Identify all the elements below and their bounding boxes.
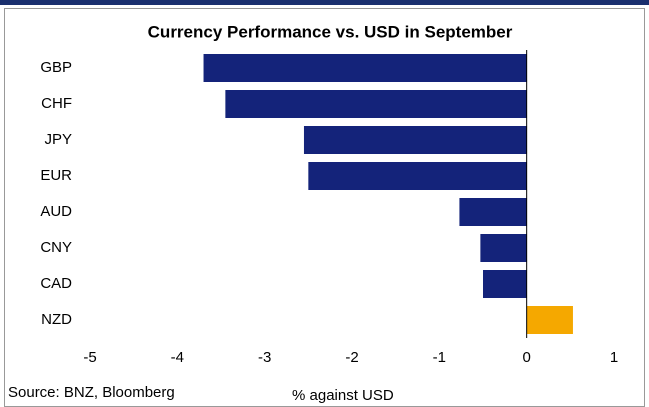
y-tick-label: CHF xyxy=(41,95,72,112)
bar xyxy=(526,306,573,334)
top-band xyxy=(0,0,649,5)
chart-title: Currency Performance vs. USD in Septembe… xyxy=(148,22,513,41)
x-tick-label: -5 xyxy=(83,349,96,366)
bar xyxy=(480,234,527,262)
y-tick-label: EUR xyxy=(40,167,72,184)
x-tick-label: -1 xyxy=(433,349,446,366)
bar xyxy=(308,162,527,190)
y-tick-label: JPY xyxy=(44,131,72,148)
bar xyxy=(303,126,527,154)
y-tick-label: CAD xyxy=(40,275,72,292)
y-tick-label: NZD xyxy=(41,311,72,328)
bar xyxy=(483,270,527,298)
x-tick-label: -3 xyxy=(258,349,271,366)
x-tick-label: -4 xyxy=(171,349,184,366)
x-tick-label: -2 xyxy=(345,349,358,366)
source: Source: BNZ, Bloomberg xyxy=(8,384,175,401)
y-tick-label: CNY xyxy=(40,239,72,256)
x-tick-label: 1 xyxy=(610,349,618,366)
bar xyxy=(459,198,527,226)
x-tick-label: 0 xyxy=(522,349,530,366)
x-axis-label: % against USD xyxy=(292,387,394,404)
y-tick-label: AUD xyxy=(40,203,72,220)
bar xyxy=(225,90,527,118)
y-tick-label: GBP xyxy=(40,59,72,76)
bar xyxy=(203,54,527,82)
